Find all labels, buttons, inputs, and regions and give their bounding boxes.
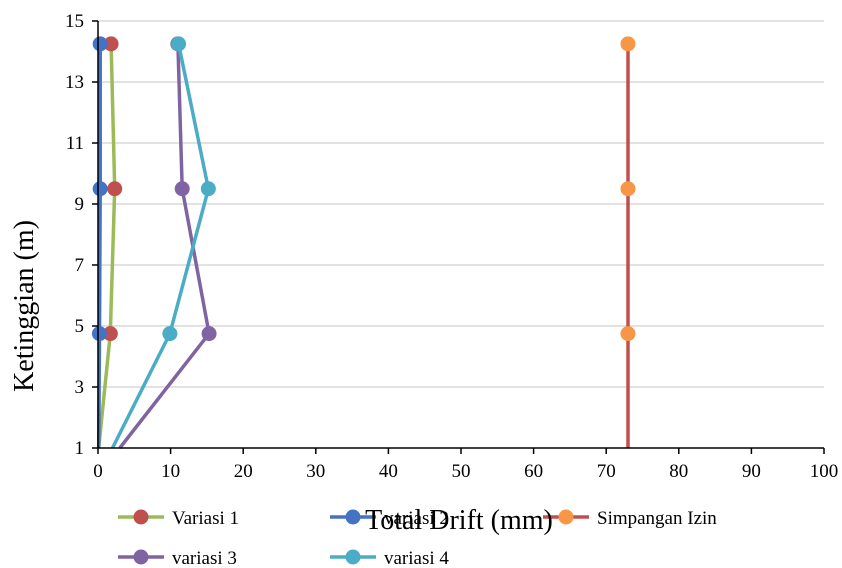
y-tick-label-11: 11 (66, 133, 84, 154)
data-point-variasi-4-3 (171, 36, 187, 52)
data-point-variasi-4-1 (162, 326, 178, 342)
legend: Variasi 1 variasi 2 Simpangan Izin variasi … (118, 508, 717, 568)
y-tick-label-9: 9 (75, 194, 85, 215)
series-variasi-4 (110, 36, 216, 449)
x-tick-label-40: 40 (379, 461, 398, 482)
x-tick-label-20: 20 (234, 461, 253, 482)
data-point-variasi-1-2 (107, 181, 123, 197)
legend-label-variasi-3: variasi 3 (172, 548, 237, 568)
legend-marker-variasi-4 (345, 549, 361, 565)
x-tick-label-0: 0 (93, 461, 103, 482)
data-point-simpangan-izin-1 (620, 326, 636, 342)
legend-marker-variasi-2 (345, 509, 361, 525)
y-tick-label-5: 5 (75, 316, 85, 337)
x-tick-label-100: 100 (810, 461, 839, 482)
x-tick-label-80: 80 (669, 461, 688, 482)
y-tick-label-7: 7 (75, 255, 85, 276)
legend-label-variasi-1: Variasi 1 (172, 508, 239, 529)
x-tick-label-60: 60 (524, 461, 543, 482)
x-tick-label-70: 70 (597, 461, 616, 482)
series-line-variasi-1 (96, 43, 117, 449)
x-tick-label-30: 30 (306, 461, 325, 482)
series-simpangan-izin (620, 36, 636, 448)
legend-label-variasi-2: variasi 2 (384, 508, 449, 529)
legend-label-variasi-4: variasi 4 (384, 548, 449, 568)
y-tick-label-13: 13 (65, 72, 84, 93)
series-variasi-2 (91, 36, 108, 449)
data-point-variasi-2-3 (92, 36, 108, 52)
data-point-variasi-1-3 (103, 36, 119, 52)
legend-item-variasi-2: variasi 2 (330, 508, 449, 529)
y-tick-label-1: 1 (75, 438, 85, 459)
y-tick-label-3: 3 (75, 377, 85, 398)
x-tick-label-90: 90 (742, 461, 761, 482)
data-point-variasi-3-2 (174, 181, 190, 197)
legend-marker-variasi-3 (133, 549, 149, 565)
legend-item-variasi-1: Variasi 1 (118, 508, 239, 529)
gridlines (98, 20, 824, 388)
data-point-simpangan-izin-3 (620, 36, 636, 52)
series-variasi-1 (96, 36, 123, 449)
x-axis-title: Total Drift (mm) (365, 505, 553, 536)
legend-marker-simpangan-izin (558, 509, 574, 525)
data-point-variasi-2-1 (91, 326, 107, 342)
series-line-variasi-3 (118, 43, 211, 450)
y-tick-label-15: 15 (65, 11, 84, 32)
data-point-simpangan-izin-2 (620, 181, 636, 197)
series-line-variasi-2 (96, 43, 102, 449)
legend-item-variasi-3: variasi 3 (118, 548, 237, 568)
y-axis-title: Ketinggian (m) (9, 220, 40, 392)
legend-marker-variasi-1 (133, 509, 149, 525)
data-point-variasi-4-2 (200, 181, 216, 197)
legend-item-variasi-4: variasi 4 (330, 548, 449, 568)
data-point-variasi-1-1 (102, 326, 118, 342)
x-tick-label-10: 10 (161, 461, 180, 482)
legend-label-simpangan-izin: Simpangan Izin (597, 508, 717, 529)
series-layer (91, 36, 636, 450)
legend-item-simpangan-izin: Simpangan Izin (543, 508, 717, 529)
axes (92, 20, 825, 454)
data-point-variasi-3-1 (201, 326, 217, 342)
x-tick-label-50: 50 (452, 461, 471, 482)
data-point-variasi-2-2 (92, 181, 108, 197)
series-line-variasi-4 (110, 43, 211, 449)
